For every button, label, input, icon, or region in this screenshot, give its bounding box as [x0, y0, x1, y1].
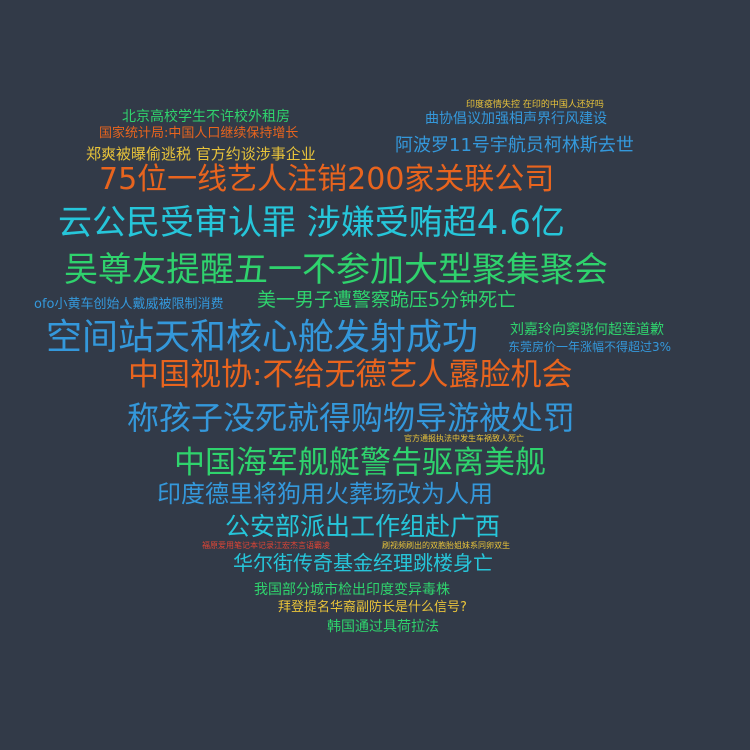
word-item: 华尔街传奇基金经理跳楼身亡 [233, 551, 493, 575]
word-item: ofo小黄车创始人戴威被限制消费 [34, 297, 224, 312]
word-item: 吴尊友提醒五一不参加大型聚集聚会 [64, 250, 608, 290]
word-item: 拜登提名华裔副防长是什么信号? [278, 600, 467, 615]
word-item: 官方通报执法中发生车祸致人死亡 [404, 434, 524, 443]
word-item: 美一男子遭警察跪压5分钟死亡 [257, 289, 517, 311]
word-item: 中国视协:不给无德艺人露脸机会 [128, 357, 573, 393]
word-item: 75位一线艺人注销200家关联公司 [99, 162, 555, 197]
word-item: 空间站天和核心舱发射成功 [46, 317, 479, 358]
word-item: 东莞房价一年涨幅不得超过3% [508, 340, 672, 354]
word-item: 韩国通过具荷拉法 [327, 619, 439, 635]
word-item: 刷视频刷出的双胞胎姐妹系同卵双生 [382, 541, 510, 550]
word-item: 称孩子没死就得购物导游被处罚 [127, 399, 576, 437]
word-item: 印度德里将狗用火葬场改为人用 [157, 480, 493, 508]
word-item: 福原爱用笔记本记录江宏杰言语霸凌 [202, 541, 330, 550]
word-item: 国家统计局:中国人口继续保持增长 [99, 126, 299, 141]
word-item: 阿波罗11号宇航员柯林斯去世 [395, 135, 634, 156]
word-item: 郑爽被曝偷逃税 官方约谈涉事企业 [86, 145, 316, 163]
word-item: 公安部派出工作组赴广西 [225, 512, 501, 541]
word-item: 曲协倡议加强相声界行风建设 [425, 111, 607, 127]
word-item: 刘嘉玲向窦骁何超莲道歉 [510, 322, 664, 338]
word-item: 中国海军舰艇警告驱离美舰 [174, 445, 546, 481]
word-item: 印度疫情失控 在印的中国人还好吗 [466, 100, 604, 110]
word-item: 北京高校学生不许校外租房 [122, 109, 290, 125]
word-item: 云公民受审认罪 涉嫌受贿超4.6亿 [58, 203, 565, 243]
word-item: 我国部分城市检出印度变异毒株 [254, 582, 450, 598]
